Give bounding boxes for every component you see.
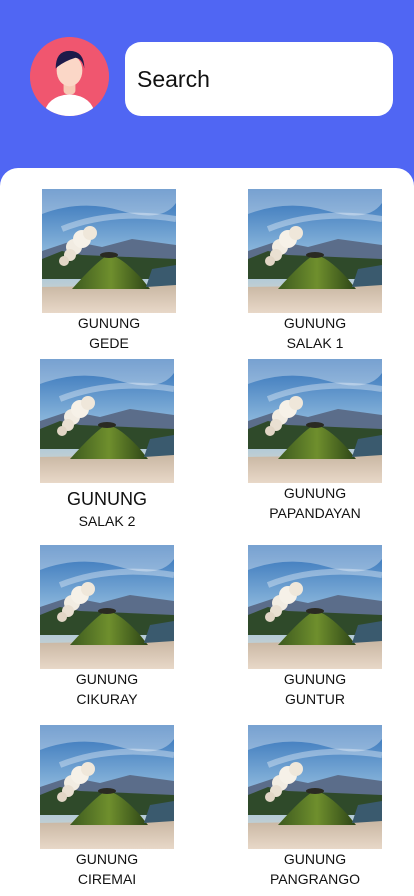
volcano-photo bbox=[248, 189, 382, 313]
mountain-card-cikuray[interactable]: GUNUNG CIKURAY bbox=[40, 545, 174, 709]
mountain-caption: GUNUNG SALAK 2 bbox=[40, 487, 174, 531]
search-placeholder: Search bbox=[137, 65, 210, 92]
caption-line2: GUNTUR bbox=[285, 691, 345, 707]
search-input[interactable]: Search bbox=[125, 42, 393, 116]
mountain-card-salak-2[interactable]: GUNUNG SALAK 2 bbox=[40, 359, 174, 531]
caption-line1: GUNUNG bbox=[283, 315, 347, 331]
caption-line2: CIREMAI bbox=[77, 871, 137, 887]
profile-avatar[interactable] bbox=[30, 37, 109, 116]
user-avatar-icon bbox=[30, 37, 109, 116]
mountain-caption: GUNUNG GUNTUR bbox=[248, 669, 382, 709]
volcano-photo bbox=[248, 725, 382, 849]
volcano-photo bbox=[248, 545, 382, 669]
caption-line2: CIKURAY bbox=[76, 691, 138, 707]
mountain-card-papandayan[interactable]: GUNUNG PAPANDAYAN bbox=[248, 359, 382, 523]
caption-line1: GUNUNG bbox=[283, 851, 347, 867]
mountain-caption: GUNUNG PANGRANGO bbox=[248, 849, 382, 889]
mountain-caption: GUNUNG PAPANDAYAN bbox=[248, 483, 382, 523]
mountain-caption: GUNUNG SALAK 1 bbox=[248, 313, 382, 353]
mountain-card-gede[interactable]: GUNUNG GEDE bbox=[42, 189, 176, 353]
caption-line1: GUNUNG bbox=[67, 489, 147, 509]
caption-line1: GUNUNG bbox=[75, 671, 139, 687]
caption-line1: GUNUNG bbox=[77, 315, 141, 331]
caption-line1: GUNUNG bbox=[75, 851, 139, 867]
volcano-photo bbox=[248, 359, 382, 483]
mountain-card-pangrango[interactable]: GUNUNG PANGRANGO bbox=[248, 725, 382, 889]
mountain-caption: GUNUNG CIREMAI bbox=[40, 849, 174, 889]
volcano-photo bbox=[42, 189, 176, 313]
caption-line1: GUNUNG bbox=[283, 671, 347, 687]
caption-line2: GEDE bbox=[89, 335, 129, 351]
caption-line2: PAPANDAYAN bbox=[269, 505, 361, 521]
mountain-card-ciremai[interactable]: GUNUNG CIREMAI bbox=[40, 725, 174, 889]
mountain-caption: GUNUNG CIKURAY bbox=[40, 669, 174, 709]
mountain-caption: GUNUNG GEDE bbox=[42, 313, 176, 353]
volcano-photo bbox=[40, 545, 174, 669]
mountain-card-salak-1[interactable]: GUNUNG SALAK 1 bbox=[248, 189, 382, 353]
caption-line2: PANGRANGO bbox=[270, 871, 360, 887]
caption-line2: SALAK 1 bbox=[286, 335, 344, 351]
caption-line2: SALAK 2 bbox=[78, 513, 136, 529]
volcano-photo bbox=[40, 359, 174, 483]
mountain-card-guntur[interactable]: GUNUNG GUNTUR bbox=[248, 545, 382, 709]
caption-line1: GUNUNG bbox=[283, 485, 347, 501]
header-bar: Search bbox=[0, 0, 414, 170]
volcano-photo bbox=[40, 725, 174, 849]
